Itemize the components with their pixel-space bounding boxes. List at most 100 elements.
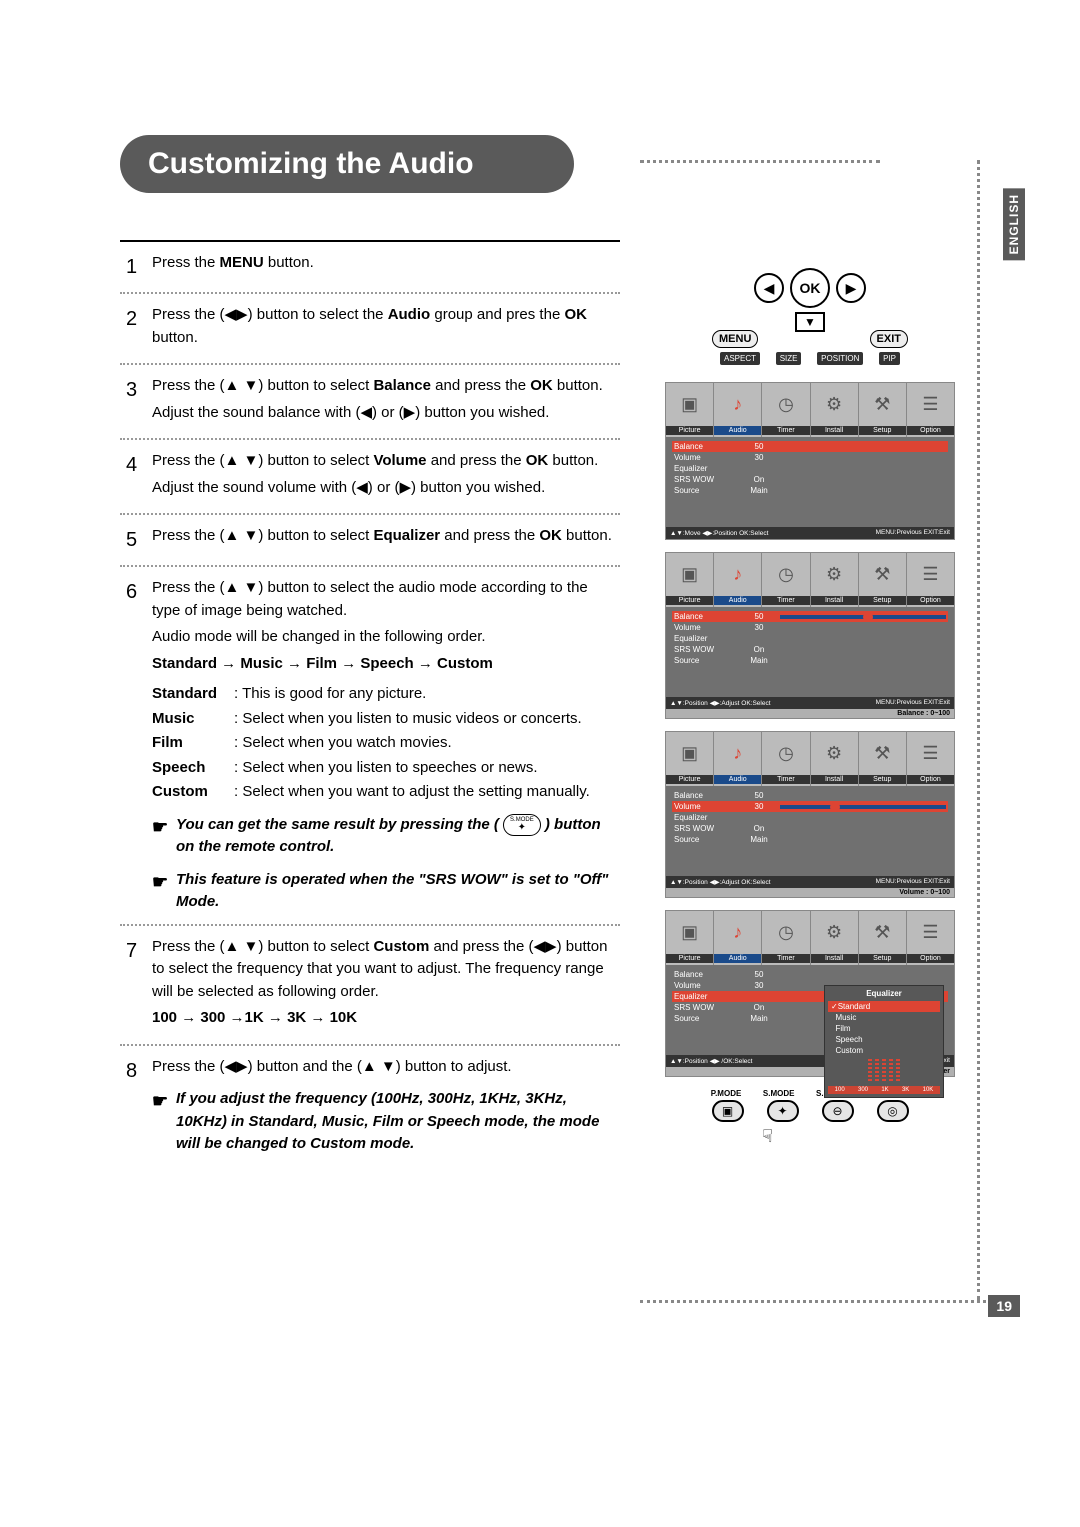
page-number: 19 [988,1295,1020,1317]
osd-slider [780,615,946,619]
osd-tabs: ▣Picture♪Audio◷Timer⚙Install⚒Setup☰Optio… [666,911,954,965]
osd-row: SRS WOWOn [672,644,948,655]
screenshots-panel: ◀ OK ▶ ▼ MENU EXIT ASPECTSIZEPOSITIONPIP… [650,250,970,1147]
remote-btn: PIP [879,352,900,365]
osd-footer-ext: Balance : 0~100 [666,709,954,718]
step-number: 2 [126,304,152,353]
step-body: Press the (◀▶) button to select the Audi… [152,304,620,353]
osd-slider [780,805,946,809]
remote-btn: POSITION [817,352,863,365]
osd-row: Volume30 [672,452,948,463]
osd-row: SourceMain [672,655,948,666]
osd-tab: ⚙Install [811,553,859,607]
step-body: Press the (▲ ▼) button to select Balance… [152,375,620,428]
osd-tab: ▣Picture [666,911,714,965]
step-number: 8 [126,1056,152,1156]
decoration [640,1300,1010,1303]
osd-tab: ◷Timer [762,911,810,965]
osd-tab: ☰Option [907,911,954,965]
step-number: 7 [126,936,152,1034]
osd-footer: ▲▼:Position ◀▶:Adjust OK:SelectMENU:Prev… [666,697,954,709]
osd-tab: ▣Picture [666,383,714,437]
osd-footer: ▲▼:Move ◀▶:Position OK:SelectMENU:Previo… [666,527,954,539]
osd-row: Volume30 [672,622,948,633]
osd-tab: ⚙Install [811,383,859,437]
osd-tab: ⚒Setup [859,911,907,965]
osd-tab: ⚙Install [811,911,859,965]
osd-row: SRS WOWOn [672,823,948,834]
osd-row: Balance50 [672,790,948,801]
step-body: Press the (◀▶) button and the (▲ ▼) butt… [152,1056,620,1156]
step-body: Press the (▲ ▼) button to select Equaliz… [152,525,620,555]
s-mode-icon: S.MODE✦ [503,814,541,836]
pointer-icon: ☟ [762,1126,930,1147]
osd-tab: ⚒Setup [859,732,907,786]
step-number: 1 [126,252,152,282]
osd-body: Balance50Volume30EqualizerSRS WOWOnSourc… [666,607,954,697]
ok-button: OK [790,268,830,308]
step-body: Press the (▲ ▼) button to select Custom … [152,936,620,1034]
osd-row: Equalizer [672,463,948,474]
remote-small-buttons: ASPECTSIZEPOSITIONPIP [720,352,900,365]
osd-tab: ◷Timer [762,383,810,437]
remote-bottom-label: P.MODE [711,1089,742,1098]
osd-tab: ⚒Setup [859,383,907,437]
menu-button: MENU [712,330,758,348]
step-body: Press the MENU button. [152,252,620,282]
osd-tab: ♪Audio [714,383,762,437]
step-number: 3 [126,375,152,428]
osd-row: Equalizer [672,633,948,644]
osd-tab: ♪Audio [714,553,762,607]
osd-screenshot: ▣Picture♪Audio◷Timer⚙Install⚒Setup☰Optio… [665,382,955,540]
step: 5Press the (▲ ▼) button to select Equali… [120,515,620,567]
step-body: Press the (▲ ▼) button to select Volume … [152,450,620,503]
osd-tab: ☰Option [907,383,954,437]
remote-bottom-button: ✦ [767,1100,799,1122]
decoration [977,160,980,1300]
step-body: Press the (▲ ▼) button to select the aud… [152,577,620,914]
remote-bottom-button: ◎ [877,1100,909,1122]
osd-row: Balance50 [672,611,948,622]
step: 1Press the MENU button. [120,242,620,294]
osd-body: Balance50Volume30EqualizerSRS WOWOnSourc… [666,786,954,876]
remote-control-diagram: ◀ OK ▶ ▼ MENU EXIT ASPECTSIZEPOSITIONPIP [690,258,930,368]
osd-screenshot: ▣Picture♪Audio◷Timer⚙Install⚒Setup☰Optio… [665,552,955,719]
osd-tab: ⚒Setup [859,553,907,607]
step-number: 6 [126,577,152,914]
osd-row: Balance50 [672,441,948,452]
osd-row: Balance50 [672,969,948,980]
osd-tab: ♪Audio [714,732,762,786]
osd-tab: ☰Option [907,553,954,607]
note: ☛If you adjust the frequency (100Hz, 300… [152,1088,620,1156]
step: 6Press the (▲ ▼) button to select the au… [120,567,620,926]
osd-tab: ▣Picture [666,553,714,607]
osd-row: Equalizer [672,812,948,823]
exit-button: EXIT [870,330,908,348]
osd-tab: ⚙Install [811,732,859,786]
note: ☛This feature is operated when the "SRS … [152,869,620,914]
step-number: 4 [126,450,152,503]
mode-descriptions: StandardThis is good for any picture.Mus… [152,683,620,804]
page-title: Customizing the Audio [120,135,574,193]
decoration [640,160,880,163]
osd-screenshot: ▣Picture♪Audio◷Timer⚙Install⚒Setup☰Optio… [665,731,955,898]
osd-tabs: ▣Picture♪Audio◷Timer⚙Install⚒Setup☰Optio… [666,732,954,786]
osd-row: SRS WOWOn [672,474,948,485]
osd-row: SourceMain [672,485,948,496]
left-arrow-button: ◀ [754,273,784,303]
note: ☛You can get the same result by pressing… [152,814,620,859]
step: 4Press the (▲ ▼) button to select Volume… [120,440,620,515]
remote-bottom-button: ▣ [712,1100,744,1122]
instructions-panel: 1Press the MENU button.2Press the (◀▶) b… [120,240,620,1166]
remote-btn: ASPECT [720,352,760,365]
osd-tabs: ▣Picture♪Audio◷Timer⚙Install⚒Setup☰Optio… [666,383,954,437]
osd-row: Volume30 [672,801,948,812]
osd-footer: ▲▼:Position ◀▶:Adjust OK:SelectMENU:Prev… [666,876,954,888]
osd-row: SourceMain [672,834,948,845]
remote-bottom-label: S.MODE [763,1089,795,1098]
osd-tab: ♪Audio [714,911,762,965]
step: 7Press the (▲ ▼) button to select Custom… [120,926,620,1046]
step-number: 5 [126,525,152,555]
remote-bottom-button: ⊖ [822,1100,854,1122]
osd-footer-ext: Volume : 0~100 [666,888,954,897]
